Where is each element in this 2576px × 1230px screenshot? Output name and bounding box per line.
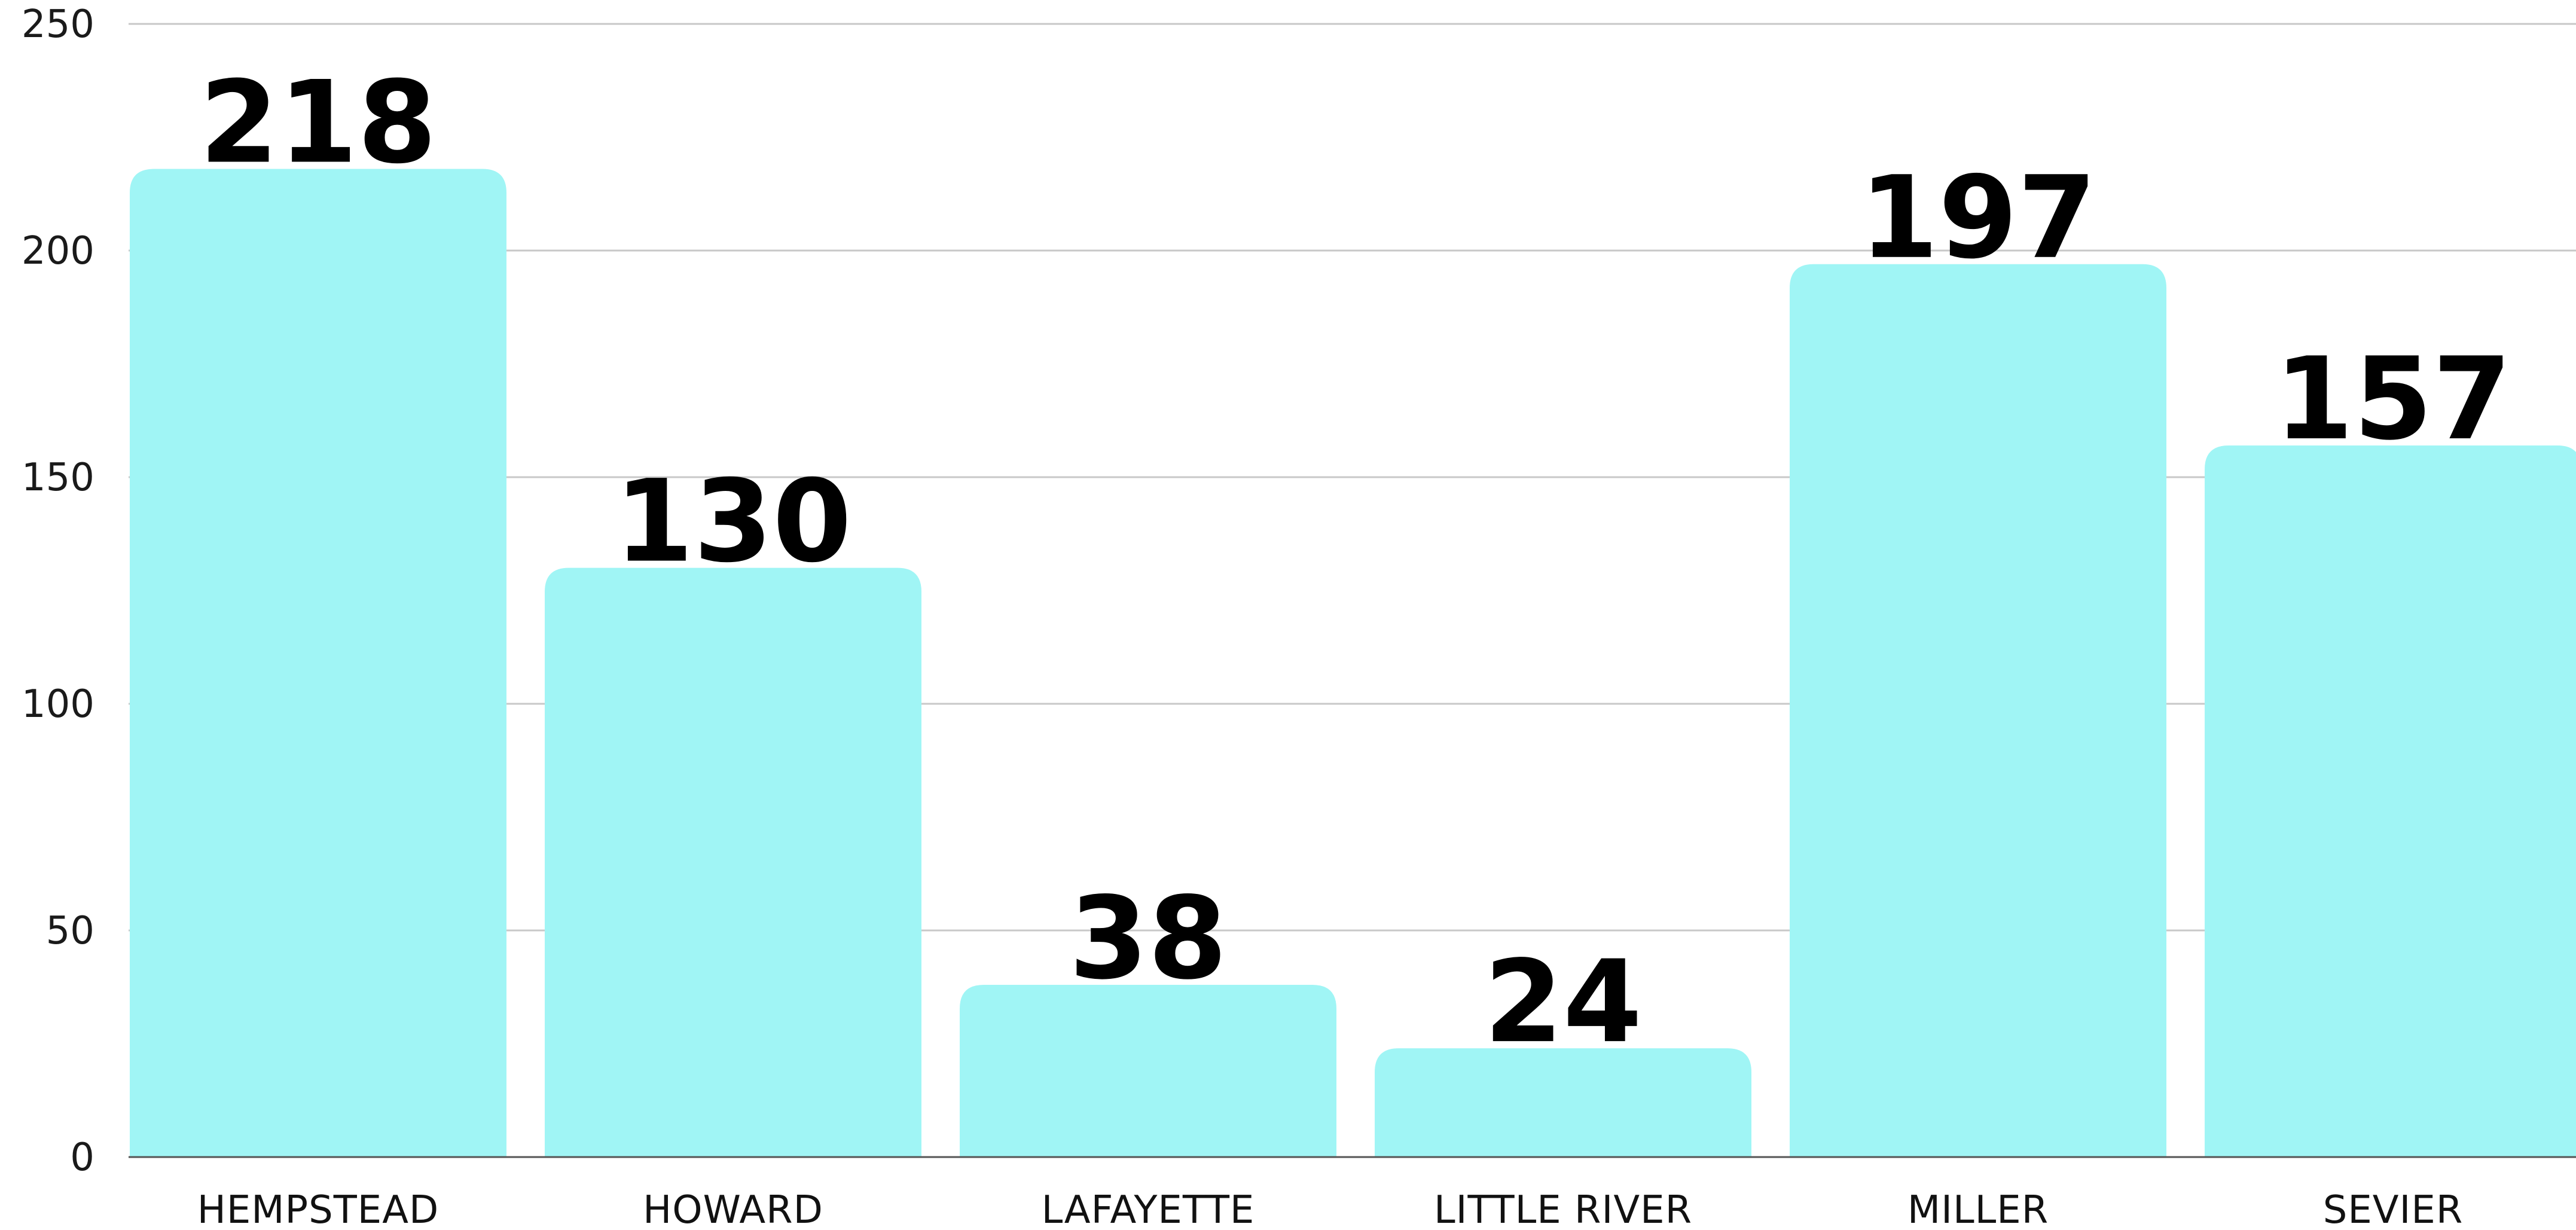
bar-lafayette [960, 984, 1336, 1157]
y-tick-label: 50 [46, 909, 94, 953]
y-axis-ticks: 0 50 100 150 200 250 [22, 2, 94, 1180]
data-label: 24 [1484, 936, 1642, 1068]
y-tick-label: 200 [22, 229, 94, 273]
x-tick-label: LITTLE RIVER [1434, 1188, 1692, 1230]
bar-miller [1790, 264, 2166, 1157]
x-axis-ticks: HEMPSTEAD HOWARD LAFAYETTE LITTLE RIVER MILL… [197, 1188, 2464, 1230]
x-tick-label: HOWARD [643, 1188, 823, 1230]
y-tick-label: 0 [70, 1136, 94, 1180]
bars [130, 169, 2576, 1157]
y-tick-label: 100 [22, 682, 94, 727]
y-tick-label: 250 [22, 2, 94, 47]
data-label: 130 [615, 456, 852, 588]
y-tick-label: 150 [22, 456, 94, 500]
x-tick-label: LAFAYETTE [1042, 1188, 1255, 1230]
data-label: 38 [1069, 872, 1227, 1005]
data-label: 218 [200, 57, 437, 189]
x-tick-label: HEMPSTEAD [197, 1188, 439, 1230]
x-tick-label: SEVIER [2323, 1188, 2464, 1230]
bar-sevier [2205, 445, 2576, 1157]
gridlines [129, 23, 2576, 932]
bar-little-river [1375, 1048, 1751, 1157]
x-tick-label: MILLER [1907, 1188, 2049, 1230]
data-labels: 218 130 38 24 197 157 [200, 57, 2512, 1069]
bar-howard [545, 567, 921, 1157]
data-label: 157 [2275, 333, 2512, 465]
data-label: 197 [1860, 152, 2097, 284]
bar-hempstead [130, 169, 506, 1157]
